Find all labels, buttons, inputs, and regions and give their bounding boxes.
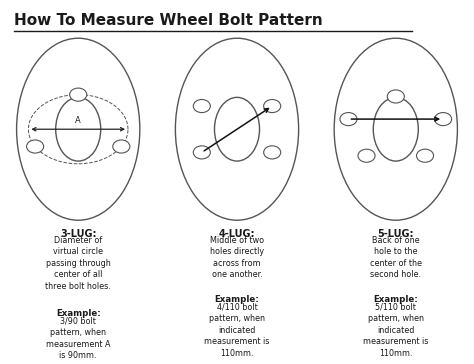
Ellipse shape [193, 146, 210, 159]
Ellipse shape [175, 38, 299, 220]
Ellipse shape [70, 88, 87, 101]
Text: A: A [75, 116, 81, 125]
Text: Example:: Example: [374, 295, 418, 304]
Text: Back of one
hole to the
center of the
second hole.: Back of one hole to the center of the se… [370, 236, 422, 279]
Ellipse shape [373, 97, 418, 161]
Ellipse shape [113, 140, 130, 153]
Ellipse shape [193, 99, 210, 112]
Ellipse shape [334, 38, 457, 220]
Ellipse shape [264, 146, 281, 159]
Ellipse shape [56, 97, 100, 161]
Ellipse shape [264, 99, 281, 112]
Ellipse shape [435, 112, 452, 126]
Ellipse shape [387, 90, 404, 103]
Ellipse shape [358, 149, 375, 162]
Text: Example:: Example: [215, 295, 259, 304]
Text: 5-LUG:: 5-LUG: [377, 229, 414, 239]
Ellipse shape [214, 97, 259, 161]
Text: Middle of two
holes directly
across from
one another.: Middle of two holes directly across from… [210, 236, 264, 279]
Ellipse shape [27, 140, 44, 153]
Text: 5/110 bolt
pattern, when
indicated
measurement is
110mm.: 5/110 bolt pattern, when indicated measu… [363, 303, 428, 358]
Text: How To Measure Wheel Bolt Pattern: How To Measure Wheel Bolt Pattern [14, 13, 323, 28]
Text: 3-LUG:: 3-LUG: [60, 229, 97, 239]
Ellipse shape [340, 112, 357, 126]
Text: Diameter of
virtual circle
passing through
center of all
three bolt holes.: Diameter of virtual circle passing throu… [46, 236, 111, 291]
Ellipse shape [17, 38, 140, 220]
Text: 4/110 bolt
pattern, when
indicated
measurement is
110mm.: 4/110 bolt pattern, when indicated measu… [204, 303, 270, 358]
Text: Example:: Example: [56, 309, 100, 318]
Text: 4-LUG:: 4-LUG: [219, 229, 255, 239]
Ellipse shape [417, 149, 434, 162]
Text: 3/90 bolt
pattern, when
measurement A
is 90mm.: 3/90 bolt pattern, when measurement A is… [46, 317, 110, 360]
